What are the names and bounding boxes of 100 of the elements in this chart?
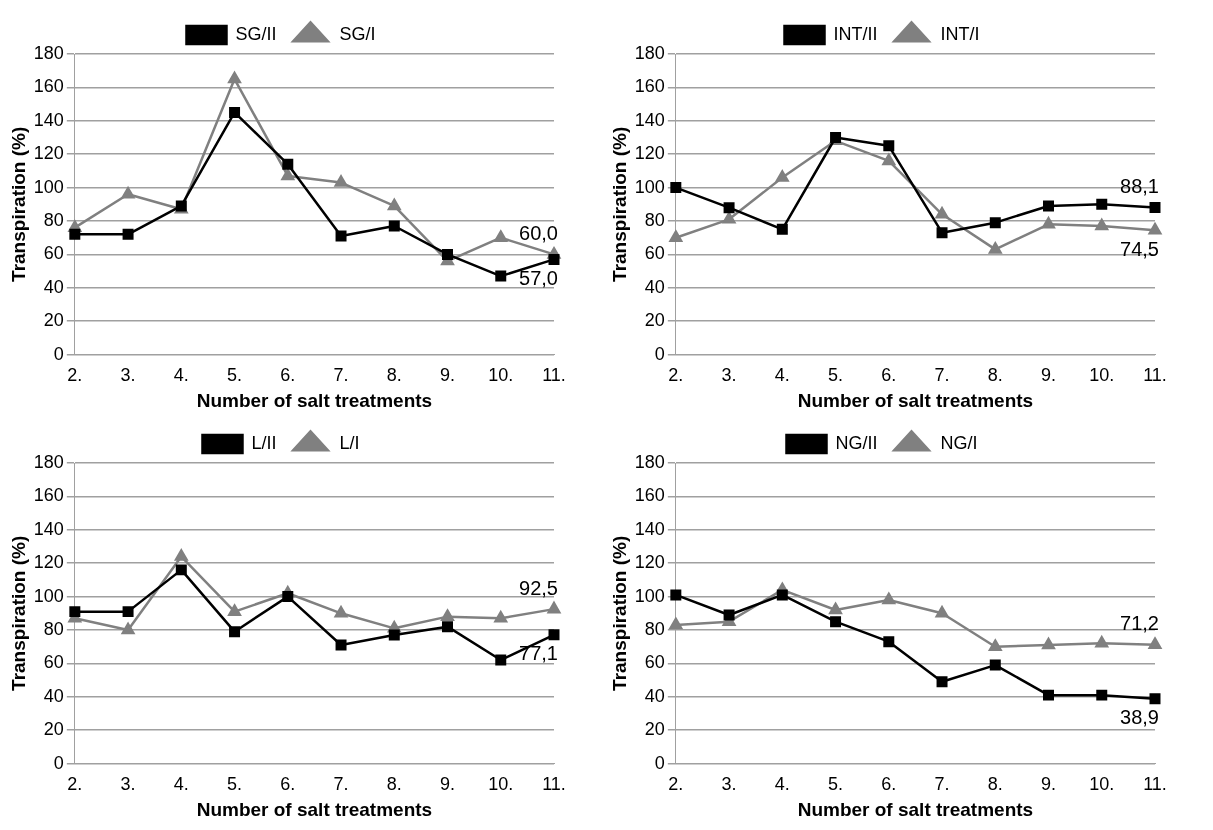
legend-label: INT/II <box>833 23 878 44</box>
x-tick-label: 3. <box>120 774 136 795</box>
x-tick-label: 8. <box>386 365 402 386</box>
x-tick-label: 9. <box>1041 365 1057 386</box>
legend-label: L/II <box>251 432 277 453</box>
y-tick-label: 160 <box>33 76 64 97</box>
x-tick-label: 10. <box>1089 365 1115 386</box>
x-tick-label: 10. <box>1089 774 1115 795</box>
y-tick-label: 40 <box>644 276 665 297</box>
y-tick-label: 60 <box>644 243 665 264</box>
y-tick-label: 20 <box>43 310 64 331</box>
y-tick-label: 0 <box>654 752 665 773</box>
y-axis-title: Transpiration (%) <box>7 535 29 691</box>
x-tick-label: 6. <box>280 774 296 795</box>
data-label: 38,9 <box>1120 706 1159 729</box>
data-label: 57,0 <box>519 266 558 289</box>
x-axis-title: Number of salt treatments <box>797 798 1034 820</box>
legend-label: SG/I <box>339 23 376 44</box>
y-tick-label: 80 <box>644 618 665 639</box>
y-tick-label: 140 <box>634 109 665 130</box>
y-tick-label: 20 <box>644 719 665 740</box>
x-tick-label: 11. <box>542 365 566 386</box>
y-tick-label: 180 <box>634 451 665 472</box>
legend-label: NG/II <box>835 432 878 453</box>
y-axis-title: Transpiration (%) <box>608 126 630 282</box>
x-tick-label: 6. <box>881 365 897 386</box>
x-tick-label: 4. <box>173 774 189 795</box>
y-tick-label: 140 <box>634 518 665 539</box>
x-tick-label: 11. <box>1143 365 1167 386</box>
y-tick-label: 100 <box>634 176 665 197</box>
x-tick-label: 10. <box>488 774 514 795</box>
x-tick-label: 6. <box>280 365 296 386</box>
x-tick-label: 9. <box>1041 774 1057 795</box>
y-tick-label: 80 <box>43 209 64 230</box>
x-tick-label: 6. <box>881 774 897 795</box>
x-tick-label: 11. <box>1143 774 1167 795</box>
y-tick-label: 160 <box>33 485 64 506</box>
legend-label: L/I <box>339 432 360 453</box>
y-tick-label: 40 <box>644 685 665 706</box>
data-label: 88,1 <box>1120 174 1159 197</box>
x-tick-label: 4. <box>774 365 790 386</box>
data-label: 71,2 <box>1120 612 1159 635</box>
x-tick-label: 11. <box>542 774 566 795</box>
y-tick-label: 100 <box>33 176 64 197</box>
data-label: 60,0 <box>519 221 558 244</box>
x-tick-label: 5. <box>828 365 844 386</box>
x-tick-label: 2. <box>67 365 83 386</box>
y-tick-label: 120 <box>33 143 64 164</box>
y-tick-label: 160 <box>634 76 665 97</box>
y-tick-label: 80 <box>644 209 665 230</box>
x-tick-label: 7. <box>934 774 950 795</box>
y-tick-label: 0 <box>53 343 64 364</box>
x-tick-label: 2. <box>668 365 684 386</box>
legend-label: SG/II <box>235 23 277 44</box>
x-axis-title: Number of salt treatments <box>196 798 433 820</box>
y-tick-label: 20 <box>644 310 665 331</box>
x-axis-title: Number of salt treatments <box>797 389 1034 411</box>
x-tick-label: 3. <box>721 774 737 795</box>
legend-label: INT/I <box>940 23 980 44</box>
y-tick-label: 120 <box>33 552 64 573</box>
x-tick-label: 10. <box>488 365 514 386</box>
y-tick-label: 0 <box>53 752 64 773</box>
y-tick-label: 180 <box>33 42 64 63</box>
x-tick-label: 9. <box>440 365 456 386</box>
y-axis-title: Transpiration (%) <box>7 126 29 282</box>
y-tick-label: 180 <box>634 42 665 63</box>
x-tick-label: 5. <box>227 774 243 795</box>
y-tick-label: 60 <box>43 243 64 264</box>
x-tick-label: 3. <box>721 365 737 386</box>
x-tick-label: 8. <box>987 774 1003 795</box>
y-tick-label: 120 <box>634 552 665 573</box>
data-label: 92,5 <box>519 576 558 599</box>
y-tick-label: 60 <box>644 652 665 673</box>
x-tick-label: 2. <box>668 774 684 795</box>
y-tick-label: 60 <box>43 652 64 673</box>
x-tick-label: 9. <box>440 774 456 795</box>
x-tick-label: 7. <box>934 365 950 386</box>
x-tick-label: 3. <box>120 365 136 386</box>
x-tick-label: 4. <box>173 365 189 386</box>
y-axis-title: Transpiration (%) <box>608 535 630 691</box>
x-tick-label: 7. <box>333 774 349 795</box>
x-tick-label: 8. <box>386 774 402 795</box>
data-label: 74,5 <box>1120 237 1159 260</box>
x-tick-label: 5. <box>828 774 844 795</box>
y-tick-label: 40 <box>43 685 64 706</box>
y-tick-label: 140 <box>33 518 64 539</box>
x-tick-label: 2. <box>67 774 83 795</box>
x-tick-label: 4. <box>774 774 790 795</box>
x-axis-title: Number of salt treatments <box>196 389 433 411</box>
y-tick-label: 100 <box>634 585 665 606</box>
y-tick-label: 120 <box>634 143 665 164</box>
data-label: 77,1 <box>519 642 558 665</box>
x-tick-label: 8. <box>987 365 1003 386</box>
y-tick-label: 180 <box>33 451 64 472</box>
legend-label: NG/I <box>940 432 978 453</box>
x-tick-label: 5. <box>227 365 243 386</box>
y-tick-label: 80 <box>43 618 64 639</box>
y-tick-label: 20 <box>43 719 64 740</box>
y-tick-label: 40 <box>43 276 64 297</box>
y-tick-label: 0 <box>654 343 665 364</box>
